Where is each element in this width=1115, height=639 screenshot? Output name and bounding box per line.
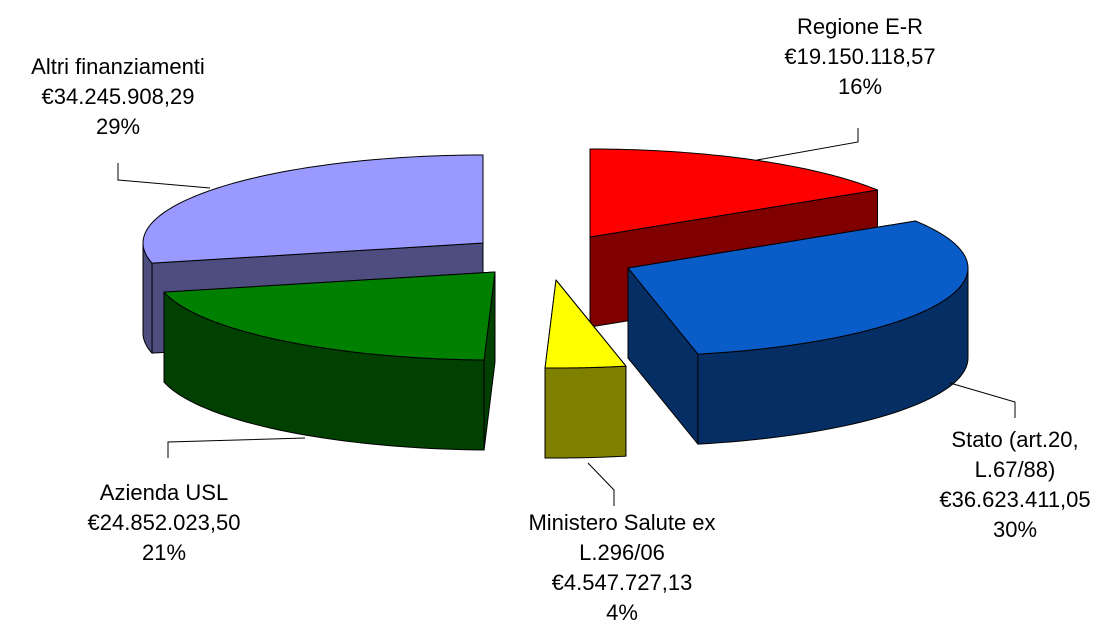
category-label: Stato (art.20, L.67/88) xyxy=(951,427,1079,482)
percent-label: 30% xyxy=(992,517,1038,542)
value-label: €36.623.411,05 xyxy=(939,487,1091,512)
slice-outer-wall xyxy=(544,365,627,459)
pie-slice xyxy=(627,220,969,445)
slice-label: Regione E-R €19.150.118,57 16% xyxy=(750,12,970,102)
percent-label: 21% xyxy=(141,540,187,565)
percent-label: 4% xyxy=(606,600,638,625)
leader-line xyxy=(167,437,306,458)
slice-top xyxy=(163,271,496,361)
slice-top xyxy=(627,220,969,355)
slice-top xyxy=(589,148,878,238)
percent-label: 16% xyxy=(837,74,883,99)
slice-top xyxy=(142,154,484,264)
category-label: Ministero Salute ex L.296/06 xyxy=(528,510,716,565)
pie-slice xyxy=(544,279,627,459)
leader-line xyxy=(117,163,211,189)
percent-label: 29% xyxy=(95,114,141,139)
leader-line xyxy=(949,382,1016,418)
slice-label: Altri finanziamenti €34.245.908,29 29% xyxy=(0,52,238,142)
leader-line xyxy=(587,462,615,506)
value-label: €19.150.118,57 xyxy=(784,44,936,69)
pie-slice xyxy=(163,271,496,451)
leader-line xyxy=(756,128,859,161)
slice-label: Ministero Salute ex L.296/06 €4.547.727,1… xyxy=(502,508,742,628)
category-label: Altri finanziamenti xyxy=(31,54,205,79)
value-label: €34.245.908,29 xyxy=(41,84,195,109)
value-label: €4.547.727,13 xyxy=(551,570,693,595)
slice-top xyxy=(544,279,627,369)
slice-label: Azienda USL €24.852.023,50 21% xyxy=(64,478,264,568)
slice-label: Stato (art.20, L.67/88) €36.623.411,05 30% xyxy=(925,425,1105,545)
category-label: Regione E-R xyxy=(797,14,923,39)
value-label: €24.852.023,50 xyxy=(87,510,241,535)
category-label: Azienda USL xyxy=(99,480,229,505)
